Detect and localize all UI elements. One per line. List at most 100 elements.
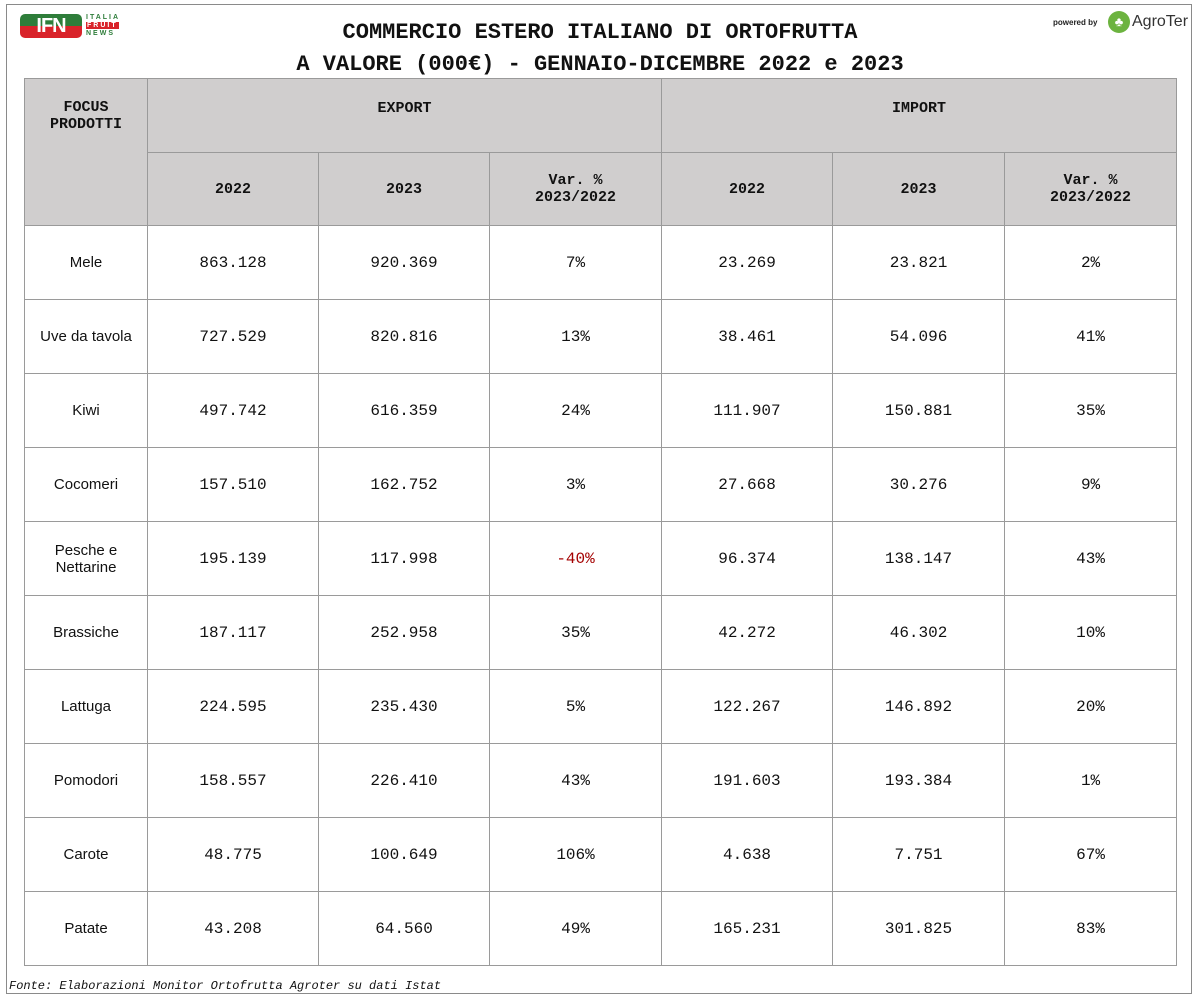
cell-product: Lattuga	[24, 669, 148, 744]
cell-product: Uve da tavola	[24, 299, 148, 374]
header-export: EXPORT	[146, 78, 663, 153]
header-export-2023: 2023	[318, 152, 490, 226]
cell-product: Brassiche	[24, 595, 148, 670]
cell-imp2022: 38.461	[661, 299, 834, 374]
table-row: Pomodori 158.557 226.410 43% 191.603 193.384 1…	[24, 743, 1178, 818]
header-export-2022: 2022	[147, 152, 319, 226]
cell-exp2023: 820.816	[318, 299, 490, 374]
header-product: FOCUS PRODOTTI	[24, 78, 148, 226]
logo-word: ITALIA	[86, 14, 121, 21]
cell-imp2023: 7.751	[832, 817, 1006, 892]
cell-imp2023: 193.384	[832, 743, 1006, 818]
table-row: Uve da tavola 727.529 820.816 13% 38.461 54.0…	[24, 299, 1178, 374]
cell-expvar: 106%	[488, 817, 663, 892]
cell-impvar: 43%	[1004, 521, 1178, 596]
cell-impvar: 2%	[1004, 225, 1178, 300]
cell-imp2022: 165.231	[661, 891, 834, 966]
cell-product: Patate	[24, 891, 148, 966]
cell-product: Carote	[24, 817, 148, 892]
agroter-logo-text: AgroTer	[1132, 13, 1189, 30]
cell-expvar: 13%	[488, 299, 663, 374]
header-import-2023: 2023	[832, 152, 1006, 226]
cell-exp2022: 727.529	[147, 299, 319, 374]
cell-exp2023: 616.359	[318, 373, 490, 448]
cell-product: Pomodori	[24, 743, 148, 818]
cell-exp2022: 157.510	[147, 447, 319, 522]
cell-exp2022: 43.208	[147, 891, 319, 966]
cell-exp2023: 235.430	[318, 669, 490, 744]
cell-imp2022: 23.269	[661, 225, 834, 300]
cell-exp2022: 195.139	[147, 521, 319, 596]
cell-imp2022: 122.267	[661, 669, 834, 744]
cell-impvar: 35%	[1004, 373, 1178, 448]
cell-imp2023: 146.892	[832, 669, 1006, 744]
cell-product: Pesche e Nettarine	[24, 521, 148, 596]
table-row: Kiwi 497.742 616.359 24% 111.907 150.881 35%	[24, 373, 1178, 448]
cell-impvar: 41%	[1004, 299, 1178, 374]
trade-table: FOCUS PRODOTTI EXPORT IMPORT 2022 2023 V…	[24, 78, 1178, 966]
cell-product: Kiwi	[24, 373, 148, 448]
cell-expvar: 24%	[488, 373, 663, 448]
logo-word: FRUIT	[86, 22, 119, 29]
cell-product: Mele	[24, 225, 148, 300]
cell-imp2023: 30.276	[832, 447, 1006, 522]
table-row: Brassiche 187.117 252.958 35% 42.272 46.302 10…	[24, 595, 1178, 670]
cell-imp2022: 111.907	[661, 373, 834, 448]
table-row: Pesche e Nettarine 195.139 117.998 -40% 96.3…	[24, 521, 1178, 596]
cell-impvar: 9%	[1004, 447, 1178, 522]
cell-expvar: 3%	[488, 447, 663, 522]
ifn-logo-words: ITALIA FRUIT NEWS	[86, 14, 120, 38]
agroter-logo: ♣ AgroTer	[1108, 11, 1188, 33]
cell-impvar: 83%	[1004, 891, 1178, 966]
cell-imp2022: 96.374	[661, 521, 834, 596]
header-import-var: Var. % 2023/2022	[1004, 152, 1178, 226]
cell-imp2022: 27.668	[661, 447, 834, 522]
tree-icon: ♣	[1108, 11, 1130, 33]
page-frame	[6, 4, 1192, 994]
cell-imp2023: 150.881	[832, 373, 1006, 448]
cell-impvar: 10%	[1004, 595, 1178, 670]
logo-word: NEWS	[86, 30, 115, 37]
cell-imp2022: 191.603	[661, 743, 834, 818]
cell-imp2023: 301.825	[832, 891, 1006, 966]
cell-impvar: 20%	[1004, 669, 1178, 744]
cell-exp2023: 252.958	[318, 595, 490, 670]
cell-exp2023: 162.752	[318, 447, 490, 522]
cell-imp2023: 138.147	[832, 521, 1006, 596]
cell-exp2022: 224.595	[147, 669, 319, 744]
cell-product: Cocomeri	[24, 447, 148, 522]
source-note: Fonte: Elaborazioni Monitor Ortofrutta A…	[9, 979, 442, 993]
cell-expvar: -40%	[488, 521, 663, 596]
header-import-2022: 2022	[661, 152, 834, 226]
page-title-line2: A VALORE (000€) - GENNAIO-DICEMBRE 2022 …	[296, 52, 904, 77]
cell-impvar: 67%	[1004, 817, 1178, 892]
cell-imp2022: 4.638	[661, 817, 834, 892]
table-row: Cocomeri 157.510 162.752 3% 27.668 30.276 9%	[24, 447, 1178, 522]
cell-imp2022: 42.272	[661, 595, 834, 670]
cell-imp2023: 23.821	[832, 225, 1006, 300]
header-export-var: Var. % 2023/2022	[488, 152, 663, 226]
table-row: Lattuga 224.595 235.430 5% 122.267 146.892 20%	[24, 669, 1178, 744]
cell-exp2023: 920.369	[318, 225, 490, 300]
cell-exp2023: 226.410	[318, 743, 490, 818]
ifn-logo-mark: IFN	[20, 14, 82, 38]
cell-expvar: 35%	[488, 595, 663, 670]
cell-exp2022: 48.775	[147, 817, 319, 892]
table-row: Mele 863.128 920.369 7% 23.269 23.821 2%	[24, 225, 1178, 300]
cell-exp2023: 64.560	[318, 891, 490, 966]
table-row: Carote 48.775 100.649 106% 4.638 7.751 67%	[24, 817, 1178, 892]
cell-imp2023: 46.302	[832, 595, 1006, 670]
cell-expvar: 49%	[488, 891, 663, 966]
table-row: Patate 43.208 64.560 49% 165.231 301.825 83%	[24, 891, 1178, 966]
cell-exp2022: 187.117	[147, 595, 319, 670]
cell-impvar: 1%	[1004, 743, 1178, 818]
cell-expvar: 43%	[488, 743, 663, 818]
cell-expvar: 5%	[488, 669, 663, 744]
cell-exp2023: 117.998	[318, 521, 490, 596]
cell-expvar: 7%	[488, 225, 663, 300]
cell-imp2023: 54.096	[832, 299, 1006, 374]
powered-by-label: powered by	[1053, 18, 1098, 27]
page-title-line1: COMMERCIO ESTERO ITALIANO DI ORTOFRUTTA	[342, 20, 858, 45]
cell-exp2022: 863.128	[147, 225, 319, 300]
cell-exp2023: 100.649	[318, 817, 490, 892]
